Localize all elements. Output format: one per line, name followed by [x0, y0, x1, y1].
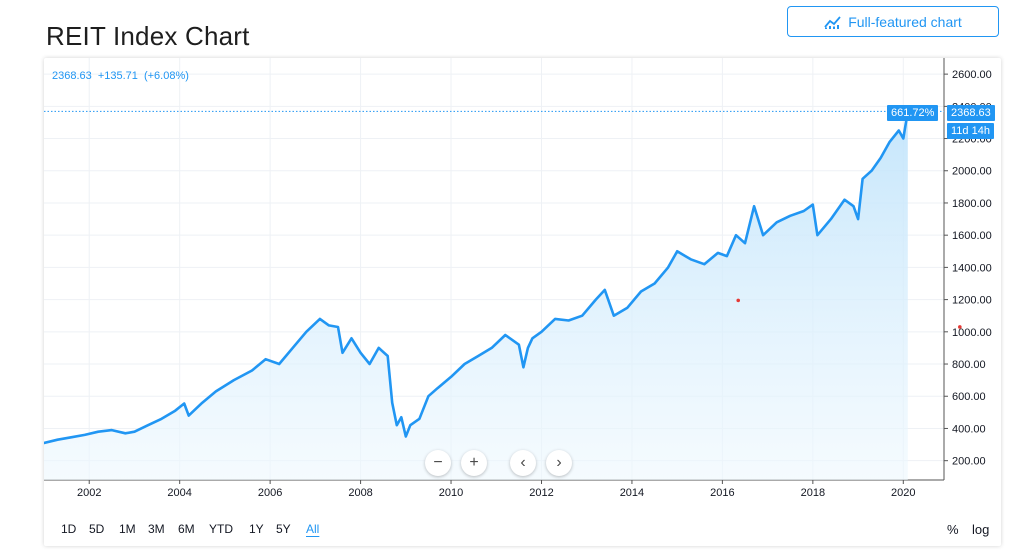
range-6m[interactable]: 6M	[178, 522, 195, 536]
y-tick-label: 2600.00	[952, 69, 992, 81]
page-title: REIT Index Chart	[46, 21, 250, 52]
scroll-left-button[interactable]: ‹	[510, 450, 536, 476]
x-tick-label: 2018	[801, 487, 825, 499]
y-tick-label: 2000.00	[952, 166, 992, 178]
zoom-in-button[interactable]: +	[461, 450, 487, 476]
event-marker	[736, 298, 741, 303]
range-ytd[interactable]: YTD	[209, 522, 233, 536]
x-tick-label: 2012	[529, 487, 553, 499]
percent-badge: 661.72%	[887, 105, 939, 121]
legend-last-value: 2368.63	[52, 70, 92, 82]
chart-icon	[824, 15, 841, 29]
x-tick-label: 2016	[710, 487, 734, 499]
x-tick-label: 2010	[439, 487, 463, 499]
price-badge: 2368.63	[947, 105, 995, 121]
scroll-left-icon: ‹	[520, 454, 526, 471]
y-tick-label: 1400.00	[952, 262, 992, 274]
x-tick-label: 2002	[77, 487, 101, 499]
legend-change-pct: (+6.08%)	[143, 70, 189, 82]
y-tick-label: 1000.00	[952, 327, 992, 339]
reit-area-chart[interactable]: 200.00 400.00 600.00 800.00 1000.00 1200.00 14…	[44, 58, 1001, 514]
log-scale-toggle[interactable]: log	[972, 522, 990, 537]
x-tick-label: 2004	[167, 487, 191, 499]
range-1y[interactable]: 1Y	[249, 522, 264, 536]
series-area	[44, 111, 908, 481]
chart-legend: 2368.63 +135.71 (+6.08%)	[52, 70, 192, 82]
series-line	[44, 110, 910, 445]
range-3m[interactable]: 3M	[148, 522, 165, 536]
y-tick-label: 800.00	[952, 359, 986, 371]
range-1d[interactable]: 1D	[61, 522, 77, 536]
y-tick-label: 400.00	[952, 423, 986, 435]
y-tick-label: 200.00	[952, 456, 986, 468]
range-5y[interactable]: 5Y	[276, 522, 291, 536]
percent-scale-toggle[interactable]: %	[947, 522, 959, 537]
y-tick-label: 1800.00	[952, 198, 992, 210]
full-featured-chart-label: Full-featured chart	[848, 13, 962, 30]
range-selector: 1D 5D 1M 3M 6M YTD 1Y 5Y All % log	[44, 514, 1001, 546]
scroll-right-icon: ›	[556, 454, 562, 471]
zoom-out-icon: −	[433, 454, 443, 471]
zoom-out-button[interactable]: −	[425, 450, 451, 476]
legend-change: +135.71	[97, 70, 138, 82]
x-tick-label: 2008	[348, 487, 372, 499]
y-tick-label: 1200.00	[952, 295, 992, 307]
x-tick-label: 2020	[891, 487, 915, 499]
event-marker	[958, 325, 962, 329]
range-all[interactable]: All	[306, 522, 320, 536]
y-tick-label: 600.00	[952, 391, 986, 403]
x-tick-label: 2006	[258, 487, 282, 499]
y-tick-label: 1600.00	[952, 230, 992, 242]
zoom-in-icon: +	[469, 454, 479, 471]
full-featured-chart-button[interactable]: Full-featured chart	[787, 6, 999, 37]
scroll-right-button[interactable]: ›	[546, 450, 572, 476]
chart-widget: 200.00 400.00 600.00 800.00 1000.00 1200.00 14…	[44, 58, 1001, 546]
x-tick-label: 2014	[620, 487, 644, 499]
range-1m[interactable]: 1M	[119, 522, 136, 536]
range-5d[interactable]: 5D	[89, 522, 105, 536]
countdown-badge: 11d 14h	[947, 123, 994, 139]
